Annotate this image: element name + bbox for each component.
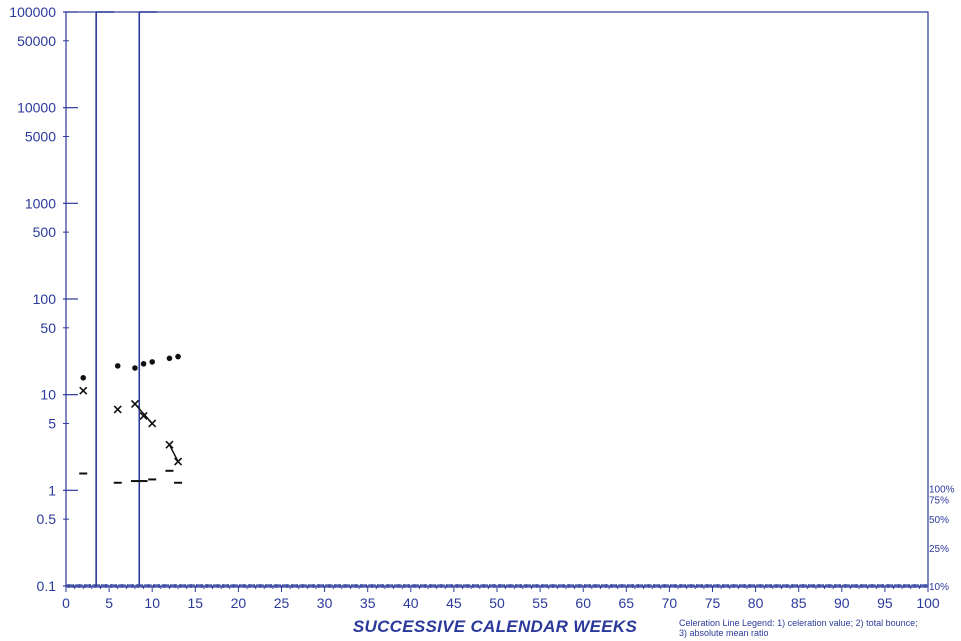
y-tick-label: 10 bbox=[40, 387, 56, 403]
data-markers bbox=[79, 353, 183, 484]
x-tick-label: 20 bbox=[231, 595, 247, 611]
x-marker bbox=[79, 386, 88, 395]
y-tick-label: 1 bbox=[48, 482, 56, 498]
x-tick-label: 5 bbox=[105, 595, 113, 611]
dot-marker bbox=[149, 359, 155, 365]
tick-labels: 0 5 10 15 20 25 30 35 40 45 50 55 60 65 70 75 80 85 90 95 10… bbox=[9, 4, 954, 611]
x-marker bbox=[113, 405, 122, 414]
x-tick-label: 90 bbox=[834, 595, 850, 611]
x-tick-label: 15 bbox=[188, 595, 204, 611]
y-tick-label: 0.5 bbox=[37, 511, 57, 527]
celeration-legend-note: Celeration Line Legend: 1) celeration va… bbox=[679, 618, 918, 638]
x-marker-stroke bbox=[173, 457, 183, 466]
x-marker bbox=[130, 399, 140, 409]
dot-marker bbox=[80, 375, 87, 381]
right-axis-label: 10% bbox=[929, 582, 949, 593]
x-tick-label: 25 bbox=[274, 595, 290, 611]
x-tick-label: 10 bbox=[144, 595, 160, 611]
x-tick-label: 70 bbox=[662, 595, 678, 611]
x-tick-label: 100 bbox=[916, 595, 940, 611]
y-tick-label: 5000 bbox=[25, 128, 56, 144]
x-marker bbox=[148, 419, 157, 428]
y-tick-label: 50 bbox=[40, 320, 56, 336]
phase-lines bbox=[95, 11, 158, 586]
x-tick-label: 80 bbox=[748, 595, 764, 611]
right-axis-label: 75% bbox=[929, 496, 949, 507]
x-tick-label: 50 bbox=[489, 595, 505, 611]
y-tick-label: 50000 bbox=[17, 33, 56, 49]
x-tick-label: 45 bbox=[446, 595, 462, 611]
x-marker bbox=[139, 411, 148, 420]
x-marker bbox=[165, 440, 174, 449]
x-marker-stroke bbox=[113, 405, 122, 414]
dot-marker bbox=[114, 363, 121, 369]
x-tick-label: 35 bbox=[360, 595, 376, 611]
dot-marker bbox=[132, 365, 138, 371]
right-axis-label: 25% bbox=[929, 544, 949, 555]
x-tick-label: 55 bbox=[532, 595, 548, 611]
x-marker bbox=[173, 457, 183, 466]
y-tick-label: 100000 bbox=[9, 4, 56, 20]
y-tick-label: 100 bbox=[33, 291, 57, 307]
x-tick-label: 0 bbox=[62, 595, 70, 611]
x-tick-label: 60 bbox=[575, 595, 591, 611]
dot-marker bbox=[166, 355, 173, 362]
x-tick-label: 75 bbox=[705, 595, 721, 611]
right-axis-label: 100% bbox=[929, 484, 955, 495]
y-tick-label: 1000 bbox=[25, 195, 56, 211]
dot-marker bbox=[175, 353, 181, 360]
y-tick-label: 5 bbox=[48, 415, 56, 431]
x-marker-stroke bbox=[165, 440, 174, 449]
y-tick-label: 10000 bbox=[17, 100, 56, 116]
x-axis-title: SUCCESSIVE CALENDAR WEEKS bbox=[352, 617, 638, 636]
x-tick-label: 95 bbox=[877, 595, 893, 611]
right-axis-label: 50% bbox=[929, 515, 949, 526]
axes bbox=[63, 11, 929, 592]
x-marker-stroke bbox=[139, 411, 148, 420]
x-tick-label: 30 bbox=[317, 595, 333, 611]
x-tick-label: 40 bbox=[403, 595, 419, 611]
x-marker-stroke bbox=[130, 399, 140, 409]
x-marker-stroke bbox=[148, 419, 157, 428]
x-marker-stroke bbox=[79, 386, 88, 395]
x-tick-label: 65 bbox=[619, 595, 635, 611]
y-tick-label: 0.1 bbox=[37, 578, 57, 594]
x-tick-label: 85 bbox=[791, 595, 807, 611]
dot-marker bbox=[140, 361, 147, 367]
y-tick-label: 500 bbox=[33, 224, 57, 240]
plot-frame bbox=[65, 11, 929, 587]
celeration-line bbox=[168, 444, 179, 462]
